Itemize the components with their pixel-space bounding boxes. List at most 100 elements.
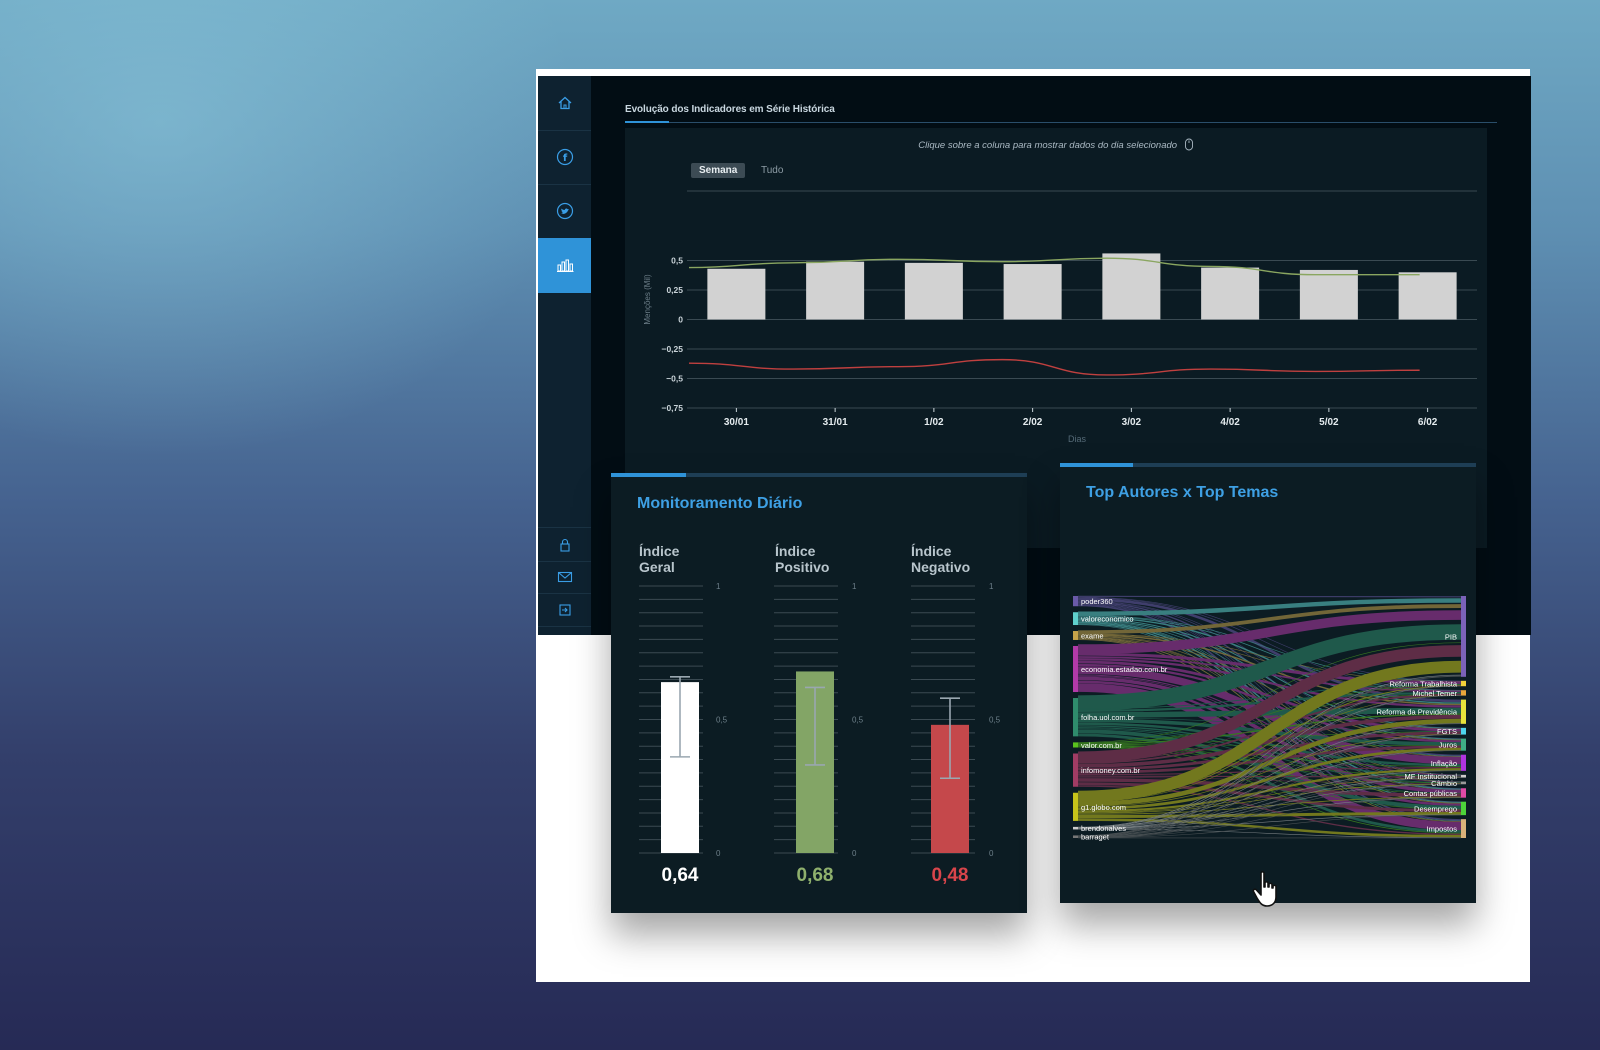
sankey-source-node [1073,826,1078,830]
sankey-target-label: PIB [1445,632,1457,641]
gauge-tick-label: 0,5 [852,716,864,725]
sankey-target-node [1461,690,1466,696]
sankey-target-node [1461,680,1466,687]
sankey-source-node [1073,753,1078,787]
sankey-link [1077,684,1462,762]
sankey-target-label: Reforma da Previdência [1377,708,1458,717]
gauge-tick-label: 0 [852,849,857,858]
top-authors-topics-title: Top Autores x Top Temas [1086,484,1279,501]
sankey-link [1077,778,1462,798]
sankey-source-node [1073,596,1078,607]
title-underline-accent [625,121,669,123]
y-tick-label: 0,25 [666,285,683,295]
sankey-target-label: MF Institucional [1404,772,1457,781]
sankey-link [1077,597,1462,703]
index-label: Índice Geral [639,543,680,575]
range-week-button[interactable]: Semana [691,163,746,178]
range-all-button[interactable]: Tudo [761,165,784,176]
daily-monitoring-card: Monitoramento Diário 1 0,5 0 1 0,5 0 1 0,5 0 Índ… [611,473,1027,913]
title-underline [625,122,1497,123]
mail-icon [557,571,572,582]
sidebar-item-lock[interactable] [538,527,591,562]
sankey-link [1077,624,1462,711]
bar [707,268,766,320]
negative-trend-line [688,358,1420,376]
sankey-target-node [1461,596,1466,677]
gauge-tick-label: 1 [716,582,721,591]
svg-text:f: f [562,153,567,164]
bar [1201,267,1260,320]
index-label: Índice Negativo [911,543,971,575]
sankey-target-node [1461,699,1466,724]
sankey-link [1077,777,1462,813]
sankey-link [1077,783,1462,838]
gauge-tick-label: 0 [989,849,994,858]
sankey-source-node [1073,698,1078,737]
y-axis-label: Menções (Mil) [643,274,652,325]
index-value: 0,64 [661,865,699,886]
positive-trend-line [688,257,1420,276]
sidebar-item-home[interactable] [538,76,591,131]
sankey-link [1077,744,1462,746]
sankey-link [1077,685,1462,802]
sankey-link [1077,777,1462,829]
sankey-source-node [1073,631,1078,640]
card-top-bar [1060,463,1476,467]
sankey-link [1077,723,1462,828]
sankey-target-node [1461,801,1466,816]
sankey-link [1077,642,1462,743]
sankey-link [1077,797,1462,838]
chart-hint-text: Clique sobre a coluna para mostrar dados… [918,140,1178,151]
sidebar-item-twitter[interactable] [538,184,591,239]
sidebar-item-indicators[interactable] [538,238,591,293]
sankey-links [1077,595,1462,839]
sankey-link [1077,707,1462,718]
y-tick-label: 0,5 [671,256,683,266]
sankey-link [1077,685,1462,837]
sankey-link [1077,796,1462,815]
x-tick-label: 2/02 [1023,417,1043,428]
sidebar-item-mail[interactable] [538,560,591,594]
x-tick-label: 6/02 [1418,417,1438,428]
lock-icon [559,538,570,552]
sankey-target-node [1461,727,1466,735]
sankey-link [1077,714,1462,768]
gauge-tick-label: 1 [989,582,994,591]
sankey-target-label: Desemprego [1414,804,1457,813]
sankey-link [1077,660,1462,803]
sidebar-item-facebook[interactable]: f [538,130,591,185]
sidebar-item-logout[interactable] [538,593,591,627]
sankey-link [1077,695,1462,803]
sankey-link [1077,729,1462,810]
logout-icon [558,603,571,616]
x-axis-label: Dias [1068,434,1087,444]
historical-bar-chart[interactable]: 0,5 0,25 0 −0,25 −0,5 −0,75 Menções (Mil) 30/01… [625,128,1487,448]
sankey-link [1077,750,1462,838]
y-tick-label: −0,5 [666,374,683,384]
sankey-target-node [1461,788,1466,798]
sankey-link [1077,767,1462,776]
authors-topics-sankey[interactable]: poder360 valoreconomico exame economia.esta… [1060,463,1476,903]
sankey-link [1077,777,1462,838]
sankey-link [1077,722,1462,767]
sankey-target-node [1461,774,1466,778]
sankey-link [1077,734,1462,829]
main-chart-title: Evolução dos Indicadores em Série Histór… [625,104,835,115]
x-tick-label: 4/02 [1220,417,1240,428]
sankey-target-node [1461,738,1466,751]
sankey-source-label: economia.estadao.com.br [1081,665,1168,674]
sankey-link [1077,811,1462,819]
sankey-target-label: Contas públicas [1404,789,1458,798]
sankey-link [1077,718,1462,807]
sankey-source-label: exame [1081,631,1104,640]
daily-monitoring-title: Monitoramento Diário [637,495,803,512]
bar [1398,272,1457,320]
sankey-target-node [1461,819,1466,838]
sankey-source-label: infomoney.com.br [1081,766,1141,775]
sankey-link [1077,645,1462,764]
background-glow [0,0,580,460]
sidebar: f [538,76,591,635]
bar [806,261,865,320]
sankey-target-label: Juros [1439,741,1458,750]
gauge-tick-label: 0,5 [716,716,728,725]
